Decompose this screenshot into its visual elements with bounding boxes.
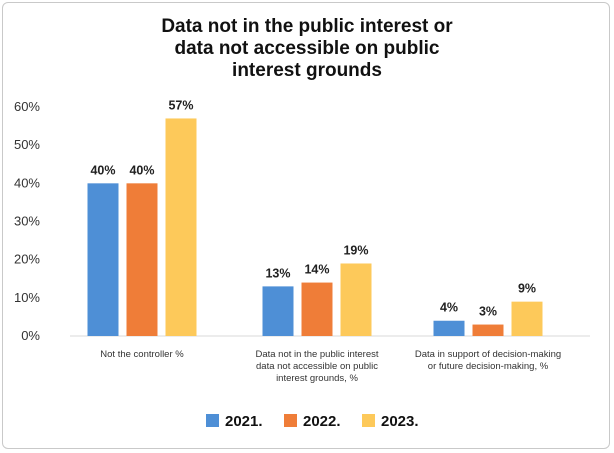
category-label: Not the controller %	[100, 349, 184, 360]
category-label: Data not in the public interest	[255, 349, 378, 360]
legend-label: 2021.	[225, 413, 263, 430]
bar	[262, 286, 294, 336]
chart-title-line: interest grounds	[232, 60, 382, 81]
bar	[340, 263, 372, 336]
chart-title-line: Data not in the public interest or	[161, 16, 453, 37]
bar	[472, 324, 504, 336]
legend-swatch	[362, 414, 375, 427]
legend: 2021. 2022. 2023.	[206, 413, 419, 430]
category-label: interest grounds, %	[276, 373, 358, 384]
category-label: data not accessible on public	[256, 361, 378, 372]
legend-label: 2022.	[303, 413, 341, 430]
y-tick-label: 60%	[14, 99, 40, 114]
data-label: 19%	[343, 243, 368, 257]
legend-label: 2023.	[381, 413, 419, 430]
data-label: 14%	[304, 263, 329, 277]
bar	[433, 320, 465, 336]
data-labels: 40% 13% 4% 40% 14% 3% 57% 19% 9%	[90, 98, 536, 318]
category-label: Data in support of decision-making	[415, 349, 561, 360]
data-label: 57%	[168, 98, 193, 112]
category-label: or future decision-making, %	[428, 361, 549, 372]
data-label: 40%	[129, 163, 154, 177]
data-label: 9%	[518, 282, 536, 296]
y-tick-label: 0%	[21, 328, 40, 343]
y-tick-label: 40%	[14, 175, 40, 190]
y-axis: 0% 10% 20% 30% 40% 50% 60%	[14, 99, 40, 343]
legend-swatch	[206, 414, 219, 427]
bar	[511, 301, 543, 336]
bar	[301, 282, 333, 336]
bar	[87, 183, 119, 336]
data-label: 3%	[479, 305, 497, 319]
bar	[126, 183, 158, 336]
data-label: 4%	[440, 301, 458, 315]
data-label: 40%	[90, 163, 115, 177]
data-label: 13%	[265, 266, 290, 280]
bar	[165, 118, 197, 336]
y-tick-label: 30%	[14, 214, 40, 229]
bars	[87, 118, 543, 336]
chart-title-line: data not accessible on public	[174, 38, 439, 59]
y-tick-label: 20%	[14, 252, 40, 267]
y-tick-label: 50%	[14, 137, 40, 152]
y-tick-label: 10%	[14, 290, 40, 305]
legend-swatch	[284, 414, 297, 427]
category-labels: Not the controller % Data not in the publ…	[100, 349, 561, 384]
